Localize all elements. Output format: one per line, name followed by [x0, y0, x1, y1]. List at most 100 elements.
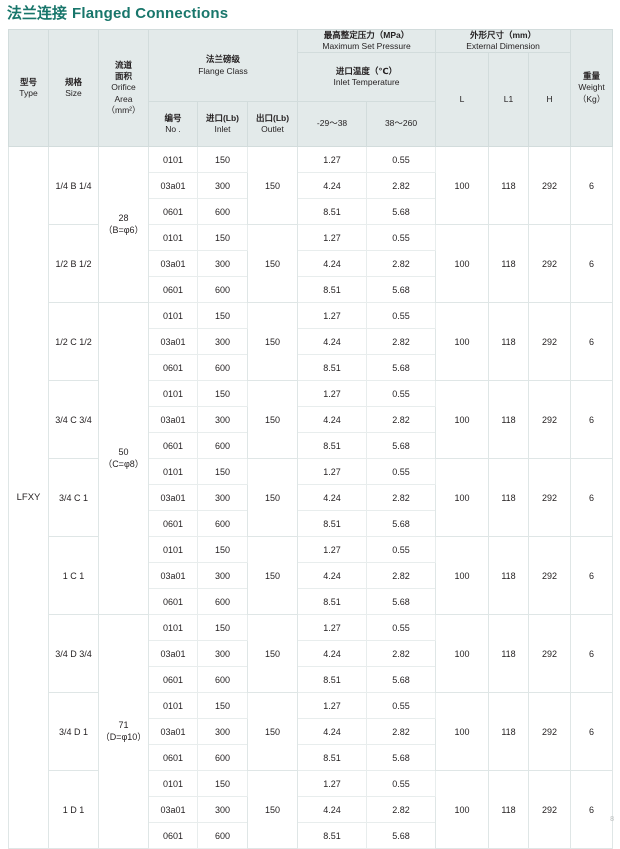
cell-pressure-low-temp: 4.24	[297, 484, 368, 511]
orifice-bore: （B=φ6）	[103, 224, 144, 235]
cell-pressure-high-temp: 0.55	[366, 692, 437, 719]
table-row: 0601 600 8.51 5.68	[9, 744, 613, 771]
header-dim-l: L	[435, 52, 490, 147]
cell-flange-no: 0101	[148, 770, 198, 797]
cell-pressure-low-temp: 1.27	[297, 146, 368, 173]
cell-size: 1/4 B 1/4	[48, 146, 99, 225]
header-flange-inlet: 进口(Lb) Inlet	[197, 101, 248, 147]
cell-pressure-low-temp: 8.51	[297, 510, 368, 537]
cell-dim-h: 292	[528, 692, 572, 771]
table-row: 1/2 C 1/2 50 （C=φ8） 0101 150 150 1.27 0.55 100 11…	[9, 302, 614, 615]
cell-pressure-high-temp: 2.82	[366, 250, 437, 277]
cell-flange-outlet: 150	[246, 458, 299, 537]
cell-flange-no: 0601	[148, 744, 198, 771]
cell-flange-inlet: 600	[197, 822, 248, 849]
cell-dim-h: 292	[528, 146, 572, 225]
cell-flange-no: 0101	[148, 302, 198, 329]
cell-flange-no: 03a01	[148, 796, 198, 823]
table-row: 0601 600 8.51 5.68	[9, 276, 613, 303]
header-max-pressure-cn: 最高整定压力（MPa）	[323, 30, 410, 40]
cell-pressure-high-temp: 2.82	[366, 328, 437, 355]
cell-flange-no: 03a01	[148, 172, 198, 199]
cell-dim-l: 100	[435, 302, 490, 381]
cell-pressure-high-temp: 5.68	[366, 510, 437, 537]
cell-flange-outlet: 150	[246, 224, 299, 303]
cell-flange-no: 0101	[148, 692, 198, 719]
cell-pressure-high-temp: 5.68	[366, 744, 437, 771]
header-size-en: Size	[65, 88, 82, 98]
header-flange-class: 法兰磅级 Flange Class	[147, 29, 299, 102]
header-ext-dim-en: External Dimension	[466, 41, 540, 52]
header-row-3: 编号 No . 进口(Lb) Inlet 出口(Lb) Outlet -29～3…	[9, 101, 613, 147]
cell-pressure-low-temp: 1.27	[297, 614, 368, 641]
header-flange-class-cn: 法兰磅级	[206, 54, 241, 65]
header-type: 型号 Type	[8, 29, 49, 147]
page-title-cn: 法兰连接	[7, 5, 68, 22]
cell-orifice-area: 71 （D=φ10）	[98, 614, 149, 849]
table-row: 03a01 300 4.24 2.82	[9, 172, 613, 199]
flanged-connections-table: 型号 Type 规格 Size 流道 面积 Orifice Area （mm²）…	[8, 28, 614, 849]
cell-pressure-low-temp: 1.27	[297, 692, 368, 719]
page-title: 法兰连接 Flanged Connections	[7, 2, 228, 23]
header-weight: 重量 Weight （Kg）	[570, 29, 614, 147]
cell-weight: 6	[570, 614, 614, 693]
header-flange-inlet-cn: 进口(Lb)	[205, 112, 240, 123]
header-size-cn: 规格	[64, 76, 82, 87]
cell-weight: 6	[570, 302, 614, 381]
cell-pressure-low-temp: 4.24	[297, 796, 368, 823]
cell-pressure-low-temp: 8.51	[297, 276, 368, 303]
cell-pressure-high-temp: 2.82	[366, 406, 437, 433]
cell-pressure-low-temp: 1.27	[297, 224, 368, 251]
header-weight-unit: （Kg）	[577, 93, 606, 104]
cell-weight: 6	[570, 224, 614, 303]
cell-flange-outlet: 150	[246, 536, 299, 615]
header-temp-range-high: 38～260	[366, 101, 437, 147]
cell-flange-no: 0101	[148, 380, 198, 407]
cell-orifice-area: 28 （B=φ6）	[98, 146, 149, 303]
cell-flange-inlet: 600	[197, 744, 248, 771]
cell-flange-outlet: 150	[246, 380, 299, 459]
header-inlet-temp-en: Inlet Temperature	[333, 77, 400, 88]
cell-weight: 6	[570, 692, 614, 771]
cell-type: LFXY	[8, 146, 49, 849]
cell-pressure-high-temp: 0.55	[366, 536, 437, 563]
cell-flange-inlet: 300	[197, 406, 248, 433]
cell-flange-outlet: 150	[246, 770, 299, 849]
cell-flange-inlet: 600	[197, 432, 248, 459]
header-orifice-area: 流道 面积 Orifice Area （mm²）	[98, 29, 149, 147]
cell-flange-inlet: 150	[197, 302, 248, 329]
cell-flange-inlet: 600	[197, 510, 248, 537]
cell-pressure-high-temp: 2.82	[366, 484, 437, 511]
header-flange-outlet-cn: 出口(Lb)	[255, 112, 290, 123]
cell-dim-l: 100	[435, 614, 490, 693]
cell-flange-no: 0101	[148, 614, 198, 641]
cell-flange-inlet: 150	[197, 536, 248, 563]
cell-flange-outlet: 150	[246, 614, 299, 693]
header-type-cn: 型号	[19, 76, 37, 87]
cell-pressure-low-temp: 4.24	[297, 562, 368, 589]
cell-flange-inlet: 300	[197, 562, 248, 589]
cell-orifice-area: 50 （C=φ8）	[98, 302, 149, 615]
header-orifice-en2: Area	[114, 93, 133, 104]
table-row: 03a01 300 4.24 2.82	[9, 328, 613, 355]
cell-flange-inlet: 300	[197, 328, 248, 355]
cell-dim-h: 292	[528, 224, 572, 303]
cell-dim-l1: 118	[488, 770, 530, 849]
header-flange-outlet-en: Outlet	[261, 124, 284, 134]
cell-flange-no: 0101	[148, 146, 198, 173]
table-row: 3/4 C 1 0101 150 150 1.27 0.55 100 118 292 6	[9, 458, 614, 537]
orifice-value: 50	[118, 447, 129, 458]
header-flange-no-cn: 编号	[164, 112, 182, 123]
cell-pressure-high-temp: 2.82	[366, 562, 437, 589]
table-row: 03a01 300 4.24 2.82	[9, 250, 613, 277]
cell-size: 3/4 C 3/4	[48, 380, 99, 459]
cell-pressure-high-temp: 5.68	[366, 432, 437, 459]
header-dim-h: H	[528, 52, 572, 147]
cell-pressure-high-temp: 5.68	[366, 354, 437, 381]
cell-pressure-low-temp: 4.24	[297, 718, 368, 745]
cell-flange-outlet: 150	[246, 692, 299, 771]
cell-weight: 6	[570, 770, 614, 849]
cell-size: 1 C 1	[48, 536, 99, 615]
cell-pressure-low-temp: 1.27	[297, 770, 368, 797]
cell-flange-outlet: 150	[246, 302, 299, 381]
